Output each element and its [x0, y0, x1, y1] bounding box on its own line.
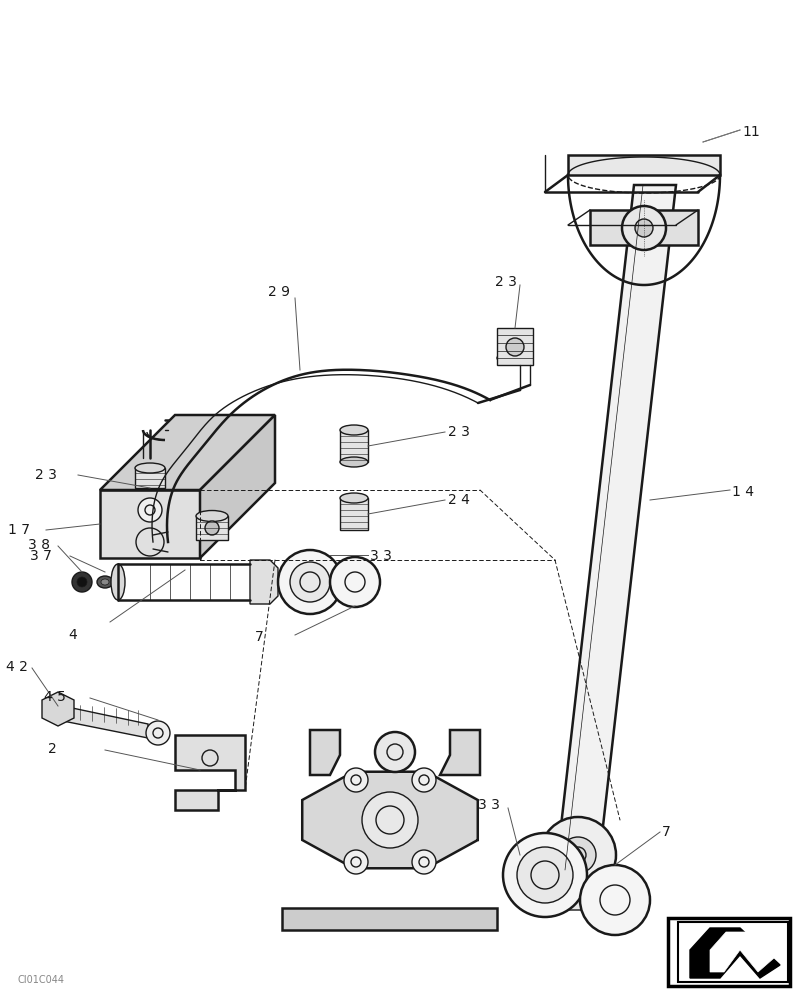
Text: 1 4: 1 4 [731, 485, 753, 499]
Circle shape [560, 837, 595, 873]
Circle shape [634, 219, 652, 237]
Text: 2: 2 [48, 742, 57, 756]
Polygon shape [556, 185, 676, 870]
Circle shape [539, 817, 616, 893]
Polygon shape [135, 468, 165, 488]
Polygon shape [175, 735, 245, 810]
Polygon shape [590, 210, 697, 245]
Polygon shape [100, 415, 275, 490]
Circle shape [517, 847, 573, 903]
Text: 7: 7 [661, 825, 670, 839]
Text: 1 7: 1 7 [8, 523, 30, 537]
Circle shape [621, 206, 665, 250]
Text: 4 2: 4 2 [6, 660, 28, 674]
Text: 3 3: 3 3 [478, 798, 500, 812]
Circle shape [77, 577, 87, 587]
Polygon shape [302, 772, 477, 868]
Ellipse shape [340, 493, 367, 503]
Circle shape [277, 550, 341, 614]
Polygon shape [100, 490, 200, 558]
FancyBboxPatch shape [281, 908, 496, 930]
Circle shape [411, 768, 436, 792]
Polygon shape [689, 928, 779, 978]
Text: 3 3: 3 3 [370, 549, 392, 563]
Polygon shape [310, 730, 340, 775]
Text: 2 3: 2 3 [495, 275, 517, 289]
Polygon shape [340, 430, 367, 462]
Polygon shape [200, 415, 275, 558]
Ellipse shape [101, 579, 109, 585]
Polygon shape [440, 730, 479, 775]
Ellipse shape [195, 510, 228, 522]
Circle shape [204, 521, 219, 535]
Ellipse shape [500, 331, 530, 341]
Circle shape [375, 732, 414, 772]
Polygon shape [709, 932, 773, 972]
Polygon shape [58, 705, 148, 738]
Text: 3 8: 3 8 [28, 538, 50, 552]
Polygon shape [677, 922, 787, 982]
Circle shape [579, 865, 649, 935]
Polygon shape [42, 692, 74, 726]
Ellipse shape [340, 425, 367, 435]
Polygon shape [568, 155, 719, 175]
Polygon shape [530, 880, 629, 910]
Polygon shape [496, 328, 532, 365]
Text: 2 3: 2 3 [448, 425, 470, 439]
Circle shape [411, 850, 436, 874]
Text: 4: 4 [68, 628, 77, 642]
Circle shape [505, 338, 523, 356]
Circle shape [138, 498, 162, 522]
Text: 4 5: 4 5 [44, 690, 66, 704]
Ellipse shape [135, 463, 165, 473]
Circle shape [329, 557, 380, 607]
Circle shape [344, 850, 367, 874]
Circle shape [72, 572, 92, 592]
Ellipse shape [97, 576, 113, 588]
Polygon shape [340, 498, 367, 530]
Circle shape [502, 833, 586, 917]
Circle shape [344, 768, 367, 792]
Text: 11: 11 [741, 125, 759, 139]
Text: 2 3: 2 3 [35, 468, 57, 482]
Ellipse shape [340, 457, 367, 467]
Text: 2 9: 2 9 [268, 285, 290, 299]
Circle shape [290, 562, 329, 602]
Polygon shape [250, 560, 277, 604]
Text: 3 7: 3 7 [30, 549, 52, 563]
Circle shape [362, 792, 418, 848]
Text: CI01C044: CI01C044 [18, 975, 65, 985]
Text: 2 4: 2 4 [448, 493, 470, 507]
Text: 7: 7 [255, 630, 264, 644]
FancyBboxPatch shape [667, 918, 789, 986]
Ellipse shape [496, 352, 532, 364]
Circle shape [146, 721, 169, 745]
Ellipse shape [111, 564, 125, 600]
Polygon shape [195, 516, 228, 540]
